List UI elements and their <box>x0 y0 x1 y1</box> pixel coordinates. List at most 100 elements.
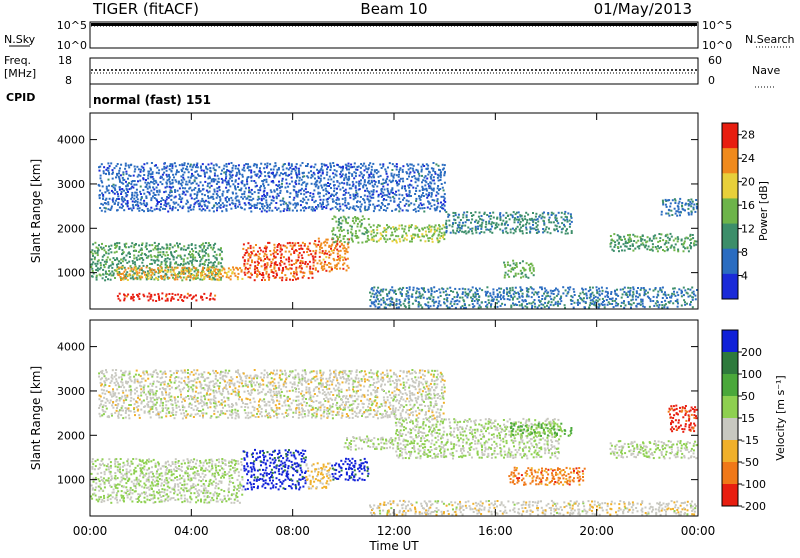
echo-cell <box>119 167 121 169</box>
echo-cell <box>249 166 251 168</box>
echo-cell <box>475 219 477 221</box>
echo-cell <box>677 205 679 207</box>
echo-cell <box>440 295 442 297</box>
echo-cell <box>360 163 362 165</box>
echo-cell <box>232 199 234 201</box>
echo-cell <box>321 163 323 165</box>
echo-cell <box>287 186 289 188</box>
echo-cell <box>138 500 140 502</box>
echo-cell <box>238 171 240 173</box>
echo-cell <box>91 263 93 265</box>
echo-cell <box>123 462 125 464</box>
echo-cell <box>525 269 527 271</box>
echo-cell <box>121 476 123 478</box>
echo-cell <box>249 256 251 258</box>
echo-cell <box>185 249 187 251</box>
echo-cell <box>373 290 375 292</box>
echo-cell <box>107 189 109 191</box>
echo-cell <box>110 461 112 463</box>
echo-cell <box>334 216 336 218</box>
echo-cell <box>203 276 205 278</box>
echo-cell <box>556 228 558 230</box>
echo-cell <box>260 185 262 187</box>
echo-cell <box>361 223 363 225</box>
echo-cell <box>135 490 137 492</box>
colorbar-tick-label: 20 <box>741 176 755 189</box>
echo-cell <box>478 307 480 309</box>
echo-cell <box>345 174 347 176</box>
echo-cell <box>687 288 689 290</box>
echo-cell <box>108 179 110 181</box>
echo-cell <box>248 195 250 197</box>
echo-cell <box>100 264 102 266</box>
echo-cell <box>129 273 131 275</box>
echo-cell <box>169 477 171 479</box>
echo-cell <box>375 306 377 308</box>
echo-cell <box>455 232 457 234</box>
echo-cell <box>326 171 328 173</box>
echo-cell <box>313 172 315 174</box>
echo-cell <box>376 169 378 171</box>
echo-cell <box>298 168 300 170</box>
echo-cell <box>357 217 359 219</box>
echo-cell <box>119 206 121 208</box>
echo-cell <box>225 175 227 177</box>
echo-cell <box>353 208 355 210</box>
echo-cell <box>531 287 533 289</box>
echo-cell <box>407 297 409 299</box>
echo-cell <box>462 288 464 290</box>
echo-cell <box>214 261 216 263</box>
echo-cell <box>521 295 523 297</box>
echo-cell <box>187 163 189 165</box>
echo-cell <box>437 177 439 179</box>
echo-cell <box>547 231 549 233</box>
echo-cell <box>371 176 373 178</box>
echo-cell <box>364 195 366 197</box>
echo-cell <box>107 201 109 203</box>
echo-cell <box>408 204 410 206</box>
echo-cell <box>130 187 132 189</box>
echo-cell <box>215 163 217 165</box>
echo-cell <box>117 202 119 204</box>
echo-cell <box>126 173 128 175</box>
echo-cell <box>434 204 436 206</box>
echo-cell <box>642 305 644 307</box>
echo-cell <box>477 226 479 228</box>
echo-cell <box>271 199 273 201</box>
echo-cell <box>271 191 273 193</box>
cpid-label: CPID <box>6 91 35 104</box>
echo-cell <box>234 205 236 207</box>
echo-cell <box>126 255 128 257</box>
echo-cell <box>278 167 280 169</box>
echo-cell <box>673 291 675 293</box>
echo-cell <box>681 202 683 204</box>
echo-cell <box>450 290 452 292</box>
echo-cell <box>154 262 156 264</box>
echo-cell <box>192 175 194 177</box>
echo-cell <box>507 224 509 226</box>
echo-cell <box>183 261 185 263</box>
echo-cell <box>208 268 210 270</box>
echo-cell <box>163 178 165 180</box>
echo-cell <box>212 267 214 269</box>
echo-cell <box>209 187 211 189</box>
echo-cell <box>120 458 122 460</box>
echo-cell <box>668 215 670 217</box>
echo-cell <box>152 186 154 188</box>
echo-cell <box>156 259 158 261</box>
echo-cell <box>126 189 128 191</box>
echo-cell <box>143 265 145 267</box>
echo-cell <box>136 479 138 481</box>
echo-cell <box>215 202 217 204</box>
echo-cell <box>152 249 154 251</box>
echo-cell <box>627 242 629 244</box>
echo-cell <box>100 464 102 466</box>
echo-cell <box>522 276 524 278</box>
echo-cell <box>548 301 550 303</box>
echo-cell <box>347 222 349 224</box>
echo-cell <box>430 188 432 190</box>
echo-cell <box>151 197 153 199</box>
echo-cell <box>675 238 677 240</box>
echo-cell <box>452 298 454 300</box>
echo-cell <box>108 253 110 255</box>
